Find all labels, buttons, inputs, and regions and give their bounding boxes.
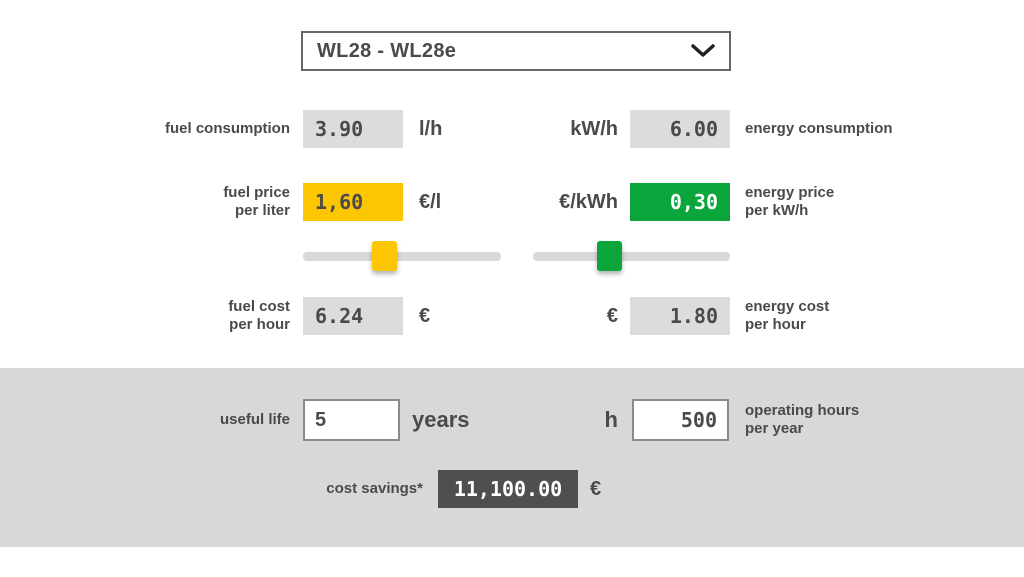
fuel-consumption-value: 3.90 [303,110,403,148]
cost-savings-value: 11,100.00 [438,470,578,508]
energy-consumption-value: 6.00 [630,110,730,148]
energy-price-slider-track[interactable] [533,252,730,261]
useful-life-unit: years [412,407,470,432]
operating-hours-label: operating hours per year [745,402,860,437]
fuel-price-label: fuel price per liter [223,184,290,219]
fuel-price-value[interactable]: 1,60 [303,183,403,221]
fuel-price-slider-track[interactable] [303,252,501,261]
fuel-cost-unit: € [419,304,431,327]
chevron-down-icon [691,44,715,58]
fuel-cost-label: fuel cost per hour [228,298,290,333]
energy-price-slider-handle[interactable] [597,241,622,271]
energy-price-label: energy price per kW/h [745,184,835,219]
useful-life-input[interactable] [303,399,400,441]
cost-savings-unit: € [590,477,602,500]
energy-cost-unit: € [606,304,618,327]
operating-hours-unit: h [604,407,618,432]
model-select-value: WL28 - WL28e [317,39,457,62]
energy-consumption-unit: kW/h [570,117,618,140]
energy-consumption-label: energy consumption [745,120,893,137]
fuel-price-unit: €/l [419,190,442,213]
useful-life-label: useful life [219,411,290,428]
energy-price-unit: €/kWh [559,190,618,213]
operating-hours-input[interactable] [632,399,729,441]
fuel-consumption-label: fuel consumption [165,120,290,137]
lifetime-panel [0,368,1024,547]
energy-cost-value: 1.80 [630,297,730,335]
fuel-cost-value: 6.24 [303,297,403,335]
energy-cost-label: energy cost per hour [745,298,830,333]
cost-savings-label: cost savings* [326,480,423,497]
model-select-dropdown[interactable]: WL28 - WL28e [301,31,731,71]
fuel-price-slider-handle[interactable] [372,241,397,271]
fuel-consumption-unit: l/h [419,117,443,140]
energy-price-value[interactable]: 0,30 [630,183,730,221]
